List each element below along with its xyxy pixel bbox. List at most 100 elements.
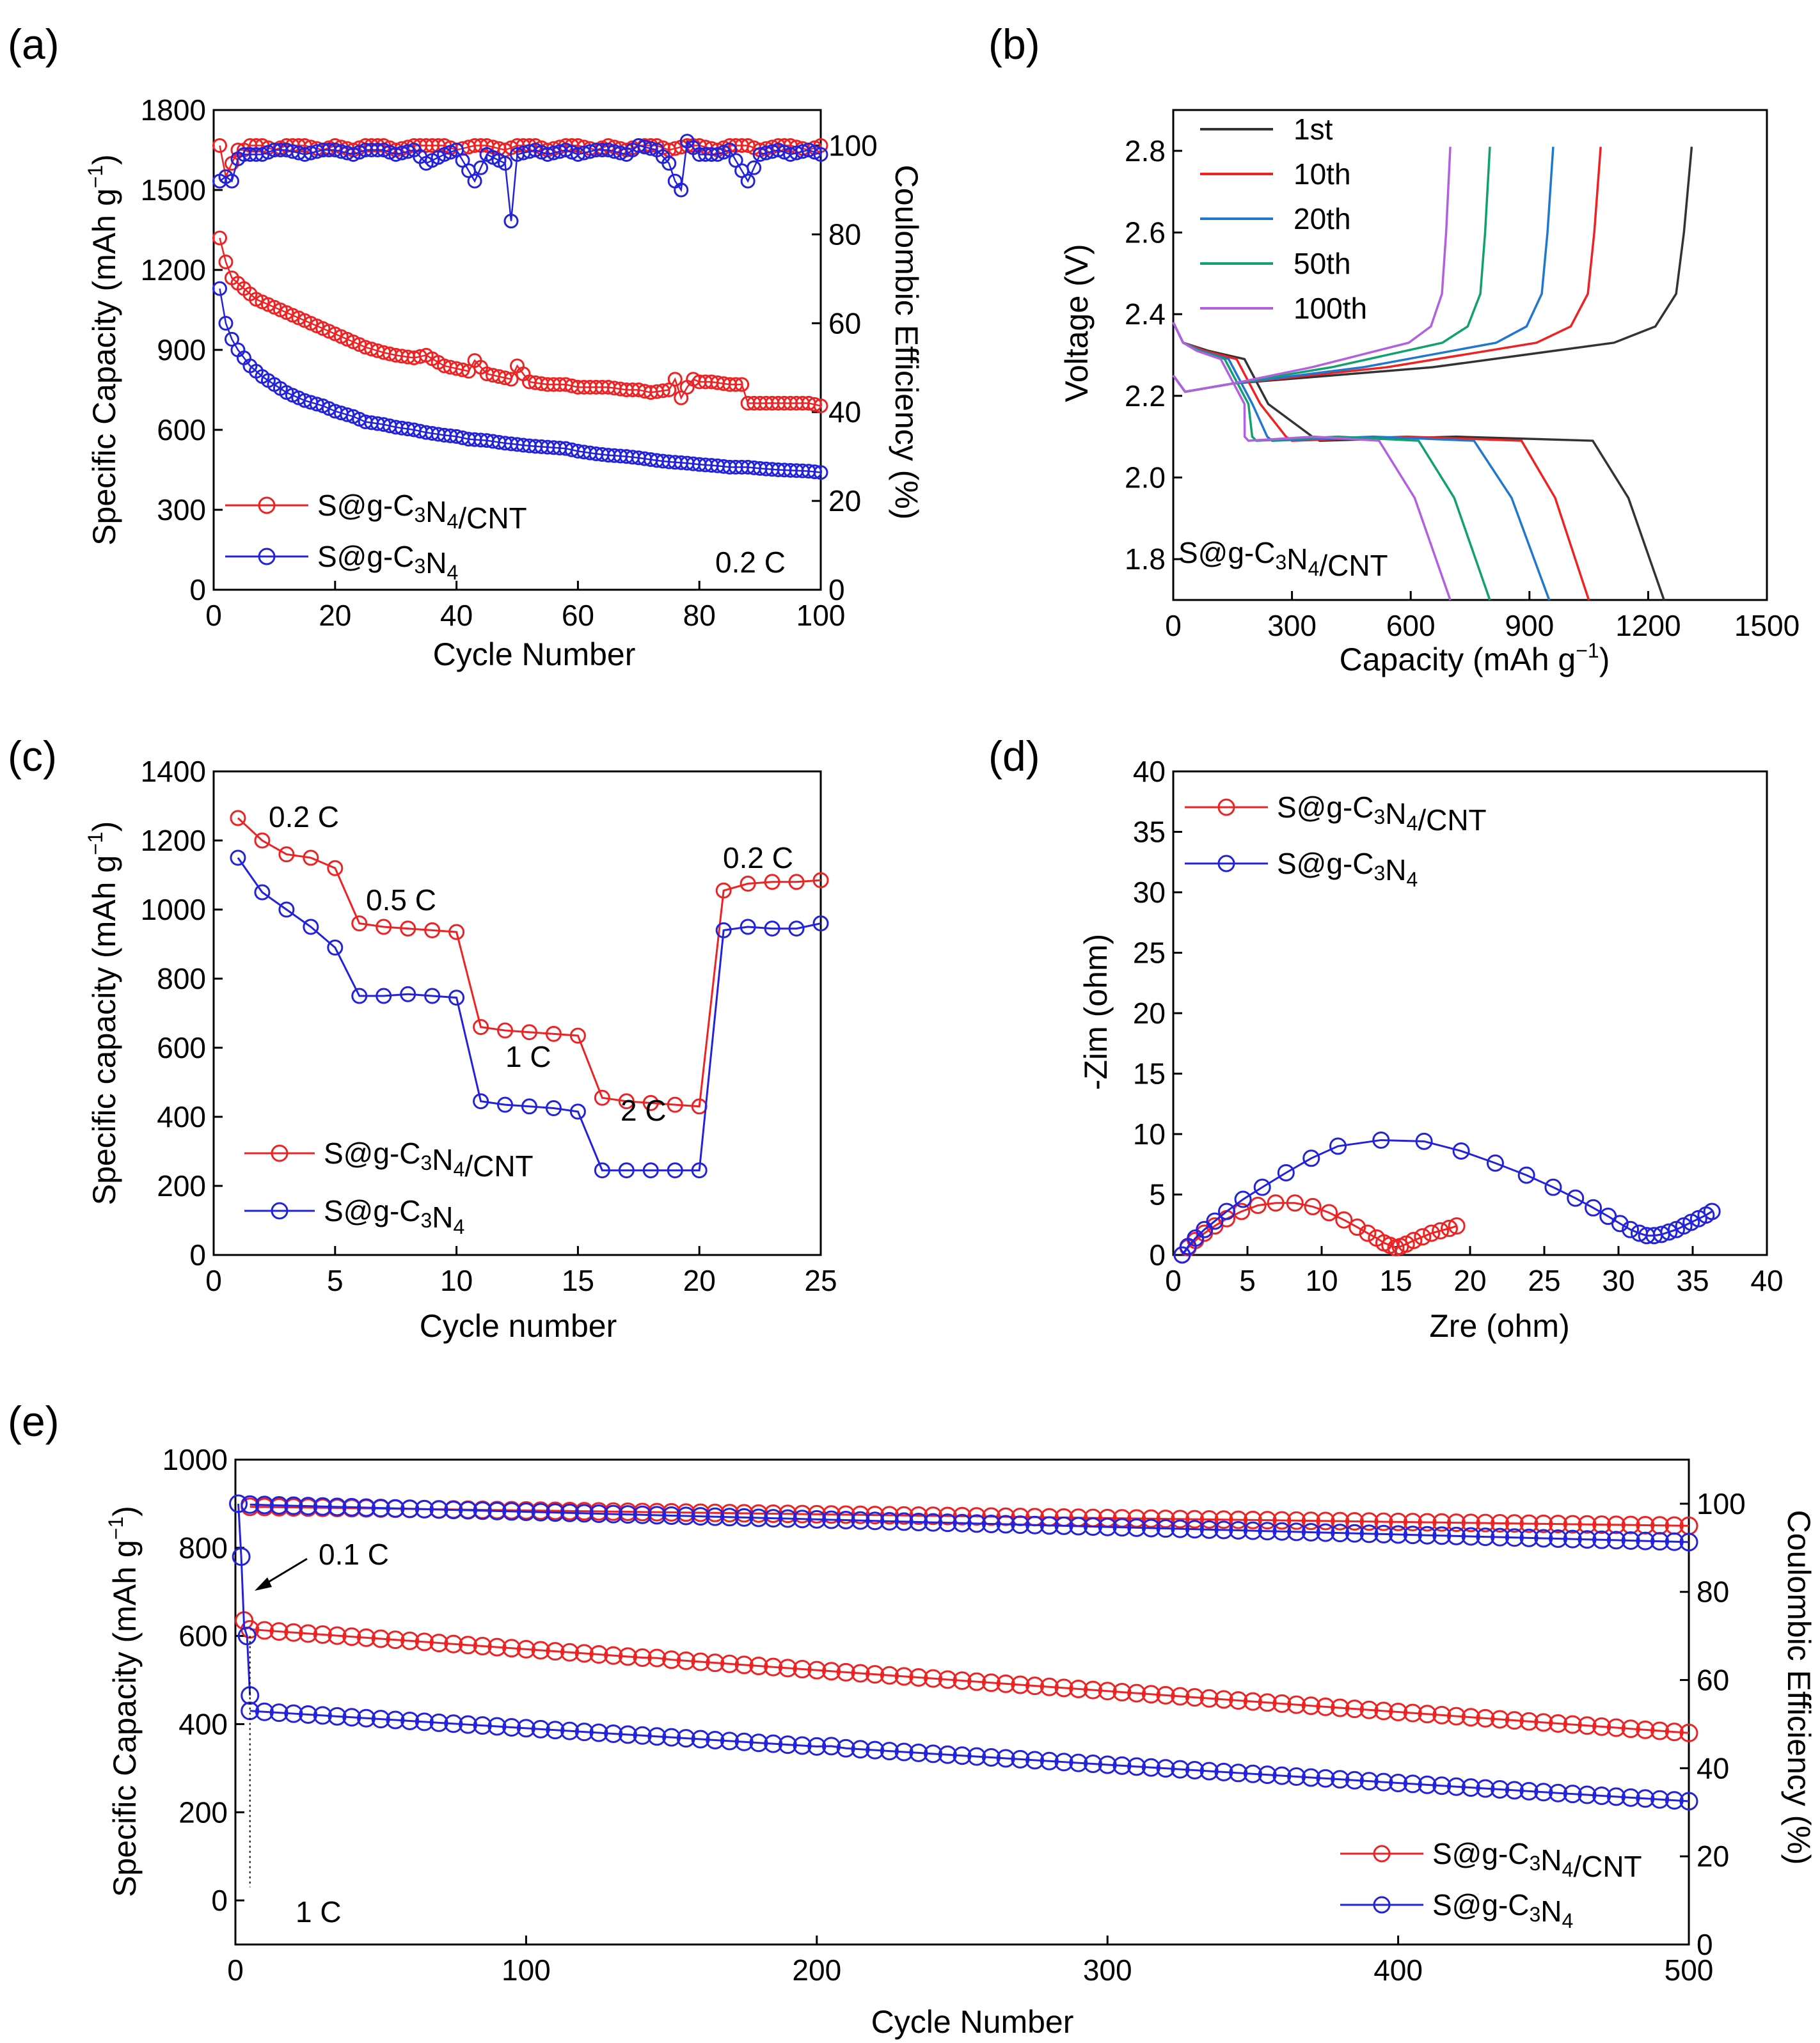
- series-point-e-2: [1578, 1515, 1597, 1534]
- series-point-e-1: [1549, 1783, 1568, 1802]
- series-point-e-0: [560, 1643, 580, 1662]
- series-point-c-0: [788, 874, 805, 890]
- series-point-d-0: [1414, 1228, 1432, 1246]
- series-point-e-0: [1345, 1700, 1364, 1719]
- series-point-e-0: [1185, 1688, 1205, 1707]
- series-point-e-3: [1229, 1521, 1248, 1540]
- series-point-e-3: [938, 1513, 957, 1533]
- series-point-e-1: [633, 1726, 652, 1745]
- series-point-e-0: [909, 1668, 928, 1687]
- series-point-e-3: [241, 1495, 260, 1514]
- series-point-e-1: [1098, 1755, 1117, 1774]
- series-point-e-2: [1199, 1510, 1219, 1529]
- series-point-e-3: [299, 1497, 318, 1516]
- series-point-e-0: [1287, 1695, 1306, 1714]
- panel-letter-c: (c): [8, 732, 57, 780]
- series-point-e-3: [1258, 1522, 1277, 1541]
- series-point-d-1: [1622, 1220, 1640, 1238]
- series-point-d-1: [1544, 1178, 1562, 1196]
- series-point-e-0: [851, 1664, 870, 1683]
- series-point-e-2: [1461, 1513, 1480, 1533]
- series-point-c-0: [521, 1024, 537, 1041]
- x-tick-label-d: 40: [1750, 1264, 1783, 1297]
- x-tick-label-b: 900: [1505, 609, 1554, 642]
- y2-axis-title-a: Coulombic Efficiency (%): [889, 165, 924, 520]
- series-point-e-0: [1650, 1721, 1670, 1740]
- series-point-e-0: [1534, 1713, 1553, 1732]
- y-tick-label-e: 400: [178, 1707, 228, 1740]
- series-point-c-0: [764, 874, 780, 890]
- series-point-e-3: [633, 1505, 652, 1524]
- series-point-e-1: [284, 1704, 303, 1723]
- series-point-c-0: [618, 1093, 635, 1110]
- x-axis-title-b: Capacity (mAh g−1): [1340, 639, 1610, 677]
- series-point-e-3: [371, 1499, 390, 1518]
- series-point-e-0: [647, 1648, 667, 1668]
- rate-label-c-0: 0.2 C: [269, 800, 339, 833]
- x-tick-label-e: 100: [502, 1953, 551, 1987]
- series-point-e-2: [1621, 1515, 1640, 1534]
- series-point-e-1: [1563, 1785, 1582, 1804]
- series-point-e-3: [1331, 1524, 1350, 1543]
- series-point-d-0: [1267, 1194, 1285, 1212]
- x-tick-label-a: 20: [319, 599, 351, 632]
- legend-label-b-2: 20th: [1294, 202, 1351, 235]
- series-point-e-3: [1403, 1526, 1422, 1545]
- x-axis-title-e: Cycle Number: [871, 2004, 1074, 2040]
- arrow-head-e: [255, 1577, 272, 1591]
- series-point-e-0: [764, 1657, 783, 1676]
- series-point-e-0: [866, 1665, 885, 1684]
- series-point-e-0: [1243, 1692, 1262, 1711]
- series-point-e-3: [778, 1509, 797, 1528]
- series-point-e-1: [1505, 1781, 1524, 1800]
- series-point-e-3: [1011, 1515, 1030, 1534]
- series-point-a-2: [212, 138, 227, 154]
- series-point-e-3: [749, 1508, 768, 1527]
- series-point-c-1: [812, 915, 829, 932]
- series-point-e-3: [1665, 1532, 1684, 1551]
- series-point-a-0: [728, 377, 743, 392]
- series-point-e-0: [1505, 1711, 1524, 1730]
- series-point-e-3: [836, 1511, 855, 1530]
- y-tick-label-a: 1800: [141, 93, 206, 127]
- series-point-e-3: [604, 1504, 623, 1524]
- series-point-e-0: [880, 1666, 899, 1685]
- x-tick-label-d: 0: [1165, 1264, 1182, 1297]
- series-point-e-0: [1112, 1682, 1132, 1701]
- series-point-e-2: [1446, 1513, 1466, 1533]
- series-point-e-1: [1229, 1763, 1248, 1783]
- x-tick-label-e: 0: [227, 1953, 244, 1987]
- series-point-c-1: [424, 988, 441, 1004]
- series-point-e-2: [1606, 1515, 1626, 1534]
- series-point-e-1: [531, 1719, 550, 1739]
- series-point-e-0: [1229, 1691, 1248, 1710]
- series-point-e-2: [1534, 1514, 1553, 1533]
- y-tick-label-c: 600: [157, 1031, 206, 1064]
- chart-panel-b: Voltage (V) 0 300 600 900 1200 1500 1.8 2.0 2.2 2…: [1059, 109, 1800, 677]
- series-point-e-0: [1578, 1716, 1597, 1735]
- series-point-e-3: [1272, 1522, 1292, 1541]
- y-tick-label-b: 2.4: [1125, 297, 1166, 331]
- series-point-d-0: [1441, 1219, 1459, 1237]
- x-tick-label-b: 1200: [1615, 609, 1681, 642]
- y-tick-label-c: 400: [157, 1100, 206, 1133]
- series-point-e-3: [1606, 1531, 1626, 1550]
- series-point-e-3: [1054, 1516, 1073, 1535]
- series-point-c-0: [448, 924, 465, 940]
- x-tick-label-d: 30: [1602, 1264, 1634, 1297]
- series-point-e-0: [1171, 1687, 1190, 1706]
- series-point-c-1: [667, 1162, 683, 1179]
- series-point-e-1: [1011, 1749, 1030, 1769]
- series-point-e-1: [371, 1710, 390, 1729]
- series-point-e-1: [386, 1710, 405, 1730]
- series-point-e-0: [822, 1662, 841, 1681]
- series-point-d-1: [1277, 1163, 1295, 1181]
- series-point-e-1: [1650, 1790, 1670, 1809]
- y2-tick-label-a: 100: [828, 129, 878, 162]
- series-point-e-0: [1476, 1708, 1495, 1728]
- series-point-e-0: [487, 1637, 507, 1657]
- series-point-e-3: [516, 1503, 535, 1522]
- series-point-e-1: [1156, 1759, 1175, 1778]
- series-point-e-0: [1069, 1680, 1088, 1699]
